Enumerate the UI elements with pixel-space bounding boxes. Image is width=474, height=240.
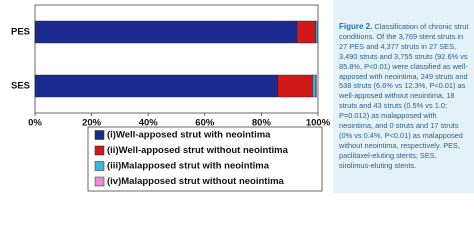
x-tick-label: 40% bbox=[139, 118, 159, 129]
legend-label: (iv)Malapposed strut without neointima bbox=[107, 176, 285, 187]
caption: Figure 2. Classification of chronic stru… bbox=[333, 0, 474, 193]
x-tick-label: 20% bbox=[82, 118, 102, 129]
caption-text: Classification of chronic strut conditio… bbox=[339, 22, 469, 170]
bar-segment bbox=[34, 74, 279, 98]
page: 0% 20% 40% 60% 80% 100% PES SES (i)Well-apposed … bbox=[10, 0, 474, 193]
legend-box bbox=[87, 126, 323, 192]
bar-segment bbox=[315, 74, 317, 98]
caption-label: Figure 2. bbox=[339, 22, 373, 31]
y-tick-label: SES bbox=[11, 81, 30, 92]
bar-segment bbox=[315, 20, 318, 44]
legend-label: (i)Well-apposed strut with neointima bbox=[107, 130, 271, 141]
bar-segment bbox=[277, 74, 313, 98]
legend-swatch bbox=[94, 145, 105, 156]
legend-swatch bbox=[94, 130, 105, 140]
x-tick-label: 0% bbox=[28, 118, 42, 129]
legend-label: (ii)Well-apposed strut without neointima bbox=[107, 145, 289, 156]
x-tick-label: 60% bbox=[195, 118, 215, 129]
legend-swatch bbox=[94, 176, 105, 187]
bar-segment bbox=[296, 20, 316, 44]
legend-swatch bbox=[94, 161, 105, 171]
x-tick-label: 80% bbox=[252, 118, 272, 129]
legend-label: (iii)Malapposed strut with neointima bbox=[107, 161, 270, 172]
chart: 0% 20% 40% 60% 80% 100% PES SES (i)Well-apposed … bbox=[11, 4, 330, 192]
bar-segment bbox=[312, 74, 316, 98]
plot-frame bbox=[34, 4, 319, 114]
x-tick-label: 100% bbox=[306, 118, 330, 129]
bar-segment bbox=[34, 20, 298, 44]
y-tick-label: PES bbox=[11, 27, 30, 38]
